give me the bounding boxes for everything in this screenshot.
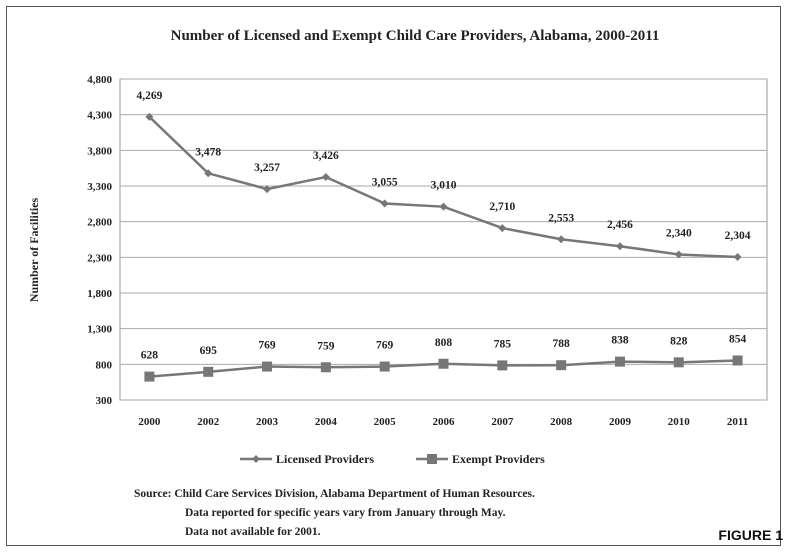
data-label-exempt: 769 bbox=[258, 340, 276, 352]
point-exempt bbox=[673, 357, 684, 368]
y-tick-label: 300 bbox=[96, 395, 113, 407]
y-tick-label: 3,800 bbox=[87, 145, 112, 157]
source-note: Source: Child Care Services Division, Al… bbox=[134, 488, 535, 538]
y-tick-label: 1,800 bbox=[87, 288, 112, 300]
point-exempt bbox=[438, 358, 449, 369]
x-tick-label: 2002 bbox=[197, 416, 220, 428]
data-label-exempt: 788 bbox=[553, 338, 571, 350]
data-label-licensed: 2,553 bbox=[548, 212, 574, 224]
data-label-exempt: 828 bbox=[670, 335, 688, 347]
data-label-licensed: 3,055 bbox=[372, 176, 398, 188]
y-tick-label: 4,800 bbox=[87, 74, 112, 86]
data-labels: 4,269 3,478 3,257 3,426 3,055 3,010 2,710 2,553… bbox=[136, 90, 750, 362]
x-tick-label: 2005 bbox=[374, 416, 397, 428]
figure-frame bbox=[6, 6, 781, 546]
point-exempt bbox=[732, 355, 743, 366]
plot-area bbox=[119, 78, 768, 401]
point-licensed bbox=[321, 173, 330, 182]
point-licensed bbox=[380, 199, 389, 208]
figure-label: FIGURE 1 bbox=[718, 527, 783, 543]
x-axis-ticks: 2000 2002 2003 2004 2005 2006 2007 2008 2009 2010… bbox=[138, 416, 748, 428]
legend: Licensed Providers Exempt Providers bbox=[240, 452, 545, 466]
point-exempt bbox=[320, 362, 331, 373]
x-tick-label: 2003 bbox=[256, 416, 279, 428]
data-label-licensed: 4,269 bbox=[136, 90, 162, 102]
point-licensed bbox=[145, 112, 154, 121]
data-label-exempt: 838 bbox=[611, 335, 629, 347]
legend-label-licensed: Licensed Providers bbox=[276, 452, 374, 466]
y-tick-label: 2,300 bbox=[87, 252, 112, 264]
x-tick-label: 2009 bbox=[609, 416, 632, 428]
point-exempt bbox=[497, 360, 508, 371]
x-tick-label: 2000 bbox=[138, 416, 161, 428]
point-licensed bbox=[263, 185, 272, 194]
legend-marker-exempt bbox=[427, 454, 437, 464]
data-label-exempt: 695 bbox=[200, 345, 218, 357]
point-exempt bbox=[614, 356, 625, 367]
point-exempt bbox=[262, 361, 273, 372]
x-tick-label: 2011 bbox=[727, 416, 748, 428]
point-exempt bbox=[556, 360, 567, 371]
data-label-licensed: 3,478 bbox=[195, 146, 221, 158]
data-label-licensed: 2,456 bbox=[607, 219, 633, 231]
point-licensed bbox=[557, 235, 566, 244]
point-licensed bbox=[733, 253, 742, 262]
data-label-licensed: 2,710 bbox=[489, 201, 515, 213]
y-tick-label: 800 bbox=[96, 359, 113, 371]
point-licensed bbox=[204, 169, 213, 178]
source-line-3: Data not available for 2001. bbox=[185, 526, 321, 538]
data-label-licensed: 3,257 bbox=[254, 162, 280, 174]
series-layer bbox=[144, 112, 743, 382]
data-label-licensed: 2,340 bbox=[666, 227, 692, 239]
gridlines bbox=[120, 78, 767, 401]
point-licensed bbox=[439, 202, 448, 211]
data-label-licensed: 3,426 bbox=[313, 150, 339, 162]
data-label-exempt: 785 bbox=[494, 338, 512, 350]
x-tick-label: 2010 bbox=[668, 416, 691, 428]
data-label-licensed: 2,304 bbox=[725, 230, 751, 242]
point-licensed bbox=[615, 242, 624, 251]
x-tick-label: 2006 bbox=[433, 416, 456, 428]
source-line-2: Data reported for specific years vary fr… bbox=[185, 507, 506, 519]
legend-marker-licensed bbox=[252, 455, 260, 463]
x-tick-label: 2008 bbox=[550, 416, 573, 428]
data-label-exempt: 854 bbox=[729, 333, 747, 345]
point-licensed bbox=[674, 250, 683, 259]
y-axis-ticks: 4,800 4,300 3,800 3,300 2,800 2,300 1,800 1,300… bbox=[87, 74, 112, 407]
point-exempt bbox=[203, 366, 214, 377]
x-tick-label: 2004 bbox=[315, 416, 338, 428]
data-label-exempt: 808 bbox=[435, 337, 453, 349]
x-tick-label: 2007 bbox=[491, 416, 514, 428]
point-licensed bbox=[498, 224, 507, 233]
y-tick-label: 2,800 bbox=[87, 217, 112, 229]
source-line-1: Source: Child Care Services Division, Al… bbox=[134, 488, 535, 500]
data-label-exempt: 628 bbox=[141, 350, 159, 362]
data-label-exempt: 759 bbox=[317, 340, 335, 352]
y-tick-label: 4,300 bbox=[87, 110, 112, 122]
chart-title: Number of Licensed and Exempt Child Care… bbox=[171, 28, 660, 44]
y-tick-label: 1,300 bbox=[87, 324, 112, 336]
y-axis-label: Number of Facilities bbox=[27, 197, 41, 302]
point-exempt bbox=[144, 371, 155, 382]
y-tick-label: 3,300 bbox=[87, 181, 112, 193]
point-exempt bbox=[379, 361, 390, 372]
data-label-exempt: 769 bbox=[376, 340, 394, 352]
legend-label-exempt: Exempt Providers bbox=[452, 452, 545, 466]
data-label-licensed: 3,010 bbox=[431, 180, 457, 192]
